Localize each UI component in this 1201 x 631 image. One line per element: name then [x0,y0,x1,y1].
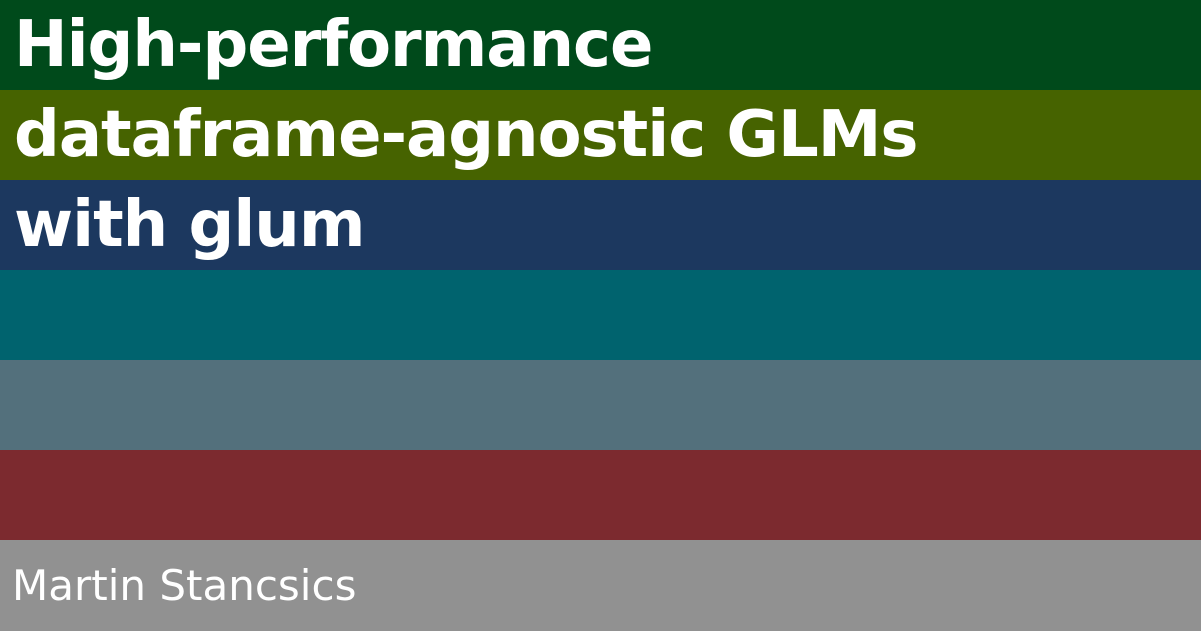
stripe-teal [0,270,1201,360]
stripe-olive [0,90,1201,180]
title-line-2: dataframe-agnostic GLMs [14,98,918,172]
stripe-navy [0,180,1201,270]
author-name: Martin Stancsics [12,561,357,610]
stripe-maroon [0,450,1201,540]
stripe-gray [0,540,1201,631]
title-line-3: with glum [14,188,365,262]
stripe-slate [0,360,1201,450]
page-title: High-performance dataframe-agnostic GLMs… [14,8,918,270]
title-line-1: High-performance [14,8,653,82]
stripe-dark-green [0,0,1201,90]
